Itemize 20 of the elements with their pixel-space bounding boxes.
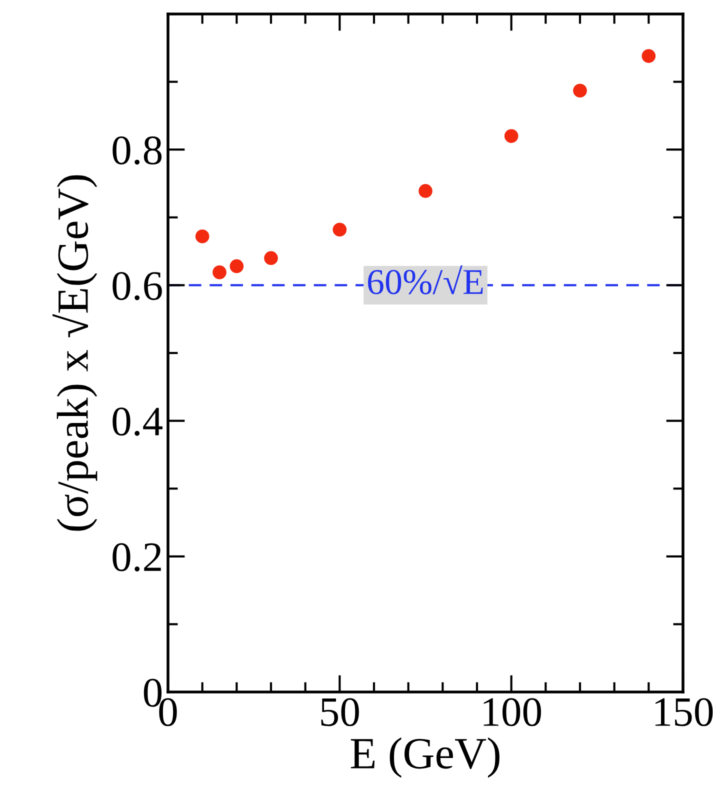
point [418,184,432,198]
x-tick-label: 50 [321,698,359,726]
point [230,259,244,274]
y-tick-label: 0.2 [112,543,161,572]
point [642,49,656,63]
y-tick-label: 0 [144,678,162,707]
x-tick-label: 100 [484,698,541,726]
x-axis-title: E (GeV) [350,737,500,778]
ref-line-label: 60%/√E [368,265,483,294]
point [332,222,347,237]
point [264,251,278,265]
point [212,265,226,280]
x-tick-label: 150 [655,698,713,726]
y-tick-label: 0.4 [112,408,162,436]
point [573,84,587,98]
y-axis-title: (σ/peak) x √E(GeV) [52,175,98,531]
point [504,129,518,143]
point [195,229,210,244]
y-tick-label: 0.6 [112,272,162,300]
y-tick-label: 0.8 [112,136,162,165]
